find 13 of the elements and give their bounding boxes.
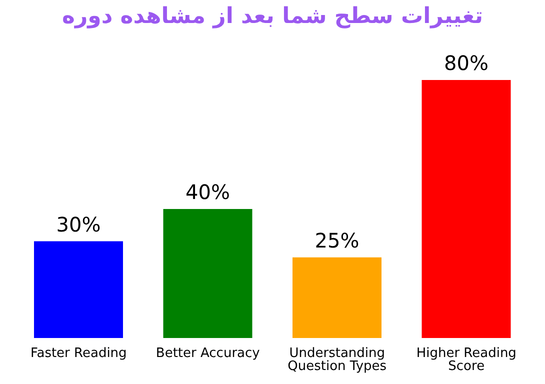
data-label: 30% bbox=[56, 212, 101, 236]
x-tick-label: Better Accuracy bbox=[156, 346, 260, 362]
bar bbox=[292, 257, 382, 338]
bar bbox=[422, 80, 511, 338]
data-label: 80% bbox=[444, 51, 488, 75]
bar bbox=[163, 209, 252, 338]
x-tick-label: Faster Reading bbox=[30, 346, 127, 362]
data-label: 25% bbox=[314, 228, 360, 252]
x-tick-label: Understanding Question Types bbox=[288, 346, 387, 374]
x-tick-label: Higher Reading Score bbox=[416, 346, 516, 374]
chart-title: تغییرات سطح شما بعد از مشاهده دوره bbox=[61, 3, 484, 31]
data-label: 40% bbox=[186, 180, 230, 204]
bar bbox=[34, 241, 123, 338]
